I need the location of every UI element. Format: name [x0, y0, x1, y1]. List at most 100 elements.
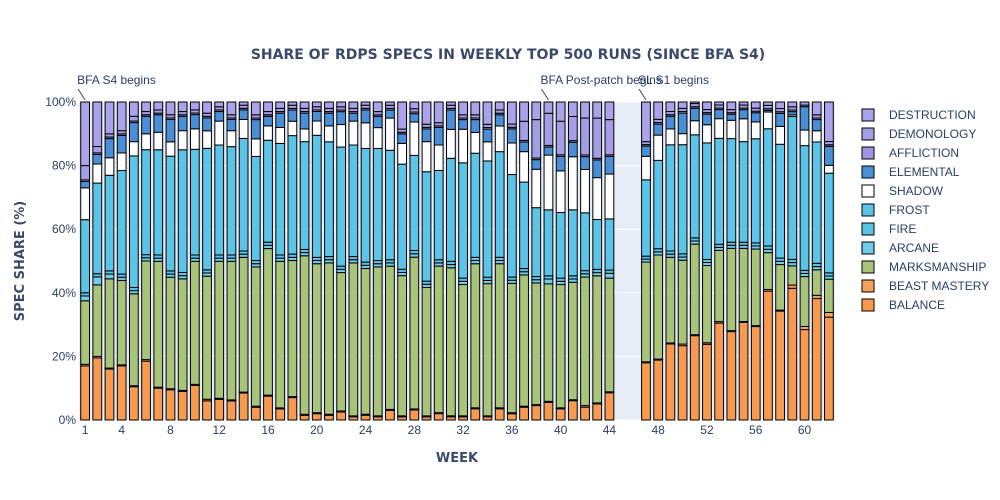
- bar-segment-marksmanship[interactable]: [410, 257, 419, 409]
- bar-segment-marksmanship[interactable]: [154, 261, 163, 387]
- bar-segment-arcane[interactable]: [93, 277, 102, 285]
- bar-segment-shadow[interactable]: [507, 143, 516, 175]
- bar-segment-destruction[interactable]: [227, 102, 236, 115]
- bar-segment-destruction[interactable]: [422, 102, 431, 124]
- bar-segment-destruction[interactable]: [764, 102, 773, 105]
- bar-segment-destruction[interactable]: [178, 102, 187, 112]
- bar-segment-marksmanship[interactable]: [642, 262, 651, 362]
- bar-segment-shadow[interactable]: [300, 129, 309, 142]
- bar-segment-destruction[interactable]: [459, 102, 468, 115]
- bar-segment-balance[interactable]: [593, 404, 602, 420]
- bar-segment-shadow[interactable]: [727, 120, 736, 138]
- bar-segment-shadow[interactable]: [483, 142, 492, 161]
- bar-segment-balance[interactable]: [325, 415, 334, 420]
- bar-segment-shadow[interactable]: [434, 145, 443, 170]
- bar-segment-shadow[interactable]: [812, 131, 821, 142]
- bar-segment-elemental[interactable]: [251, 120, 260, 139]
- bar-segment-frost[interactable]: [812, 142, 821, 263]
- bar-segment-shadow[interactable]: [556, 171, 565, 213]
- bar-segment-frost[interactable]: [422, 172, 431, 281]
- bar-segment-balance[interactable]: [93, 358, 102, 420]
- bar-segment-balance[interactable]: [544, 402, 553, 420]
- bar-segment-marksmanship[interactable]: [447, 268, 456, 416]
- bar-segment-frost[interactable]: [739, 142, 748, 243]
- bar-segment-destruction[interactable]: [142, 102, 151, 112]
- bar-segment-shadow[interactable]: [251, 139, 260, 157]
- bar-segment-marksmanship[interactable]: [105, 279, 114, 368]
- bar-segment-balance[interactable]: [581, 407, 590, 420]
- bar-segment-frost[interactable]: [227, 147, 236, 255]
- bar-segment-marksmanship[interactable]: [581, 277, 590, 405]
- bar-segment-destruction[interactable]: [312, 102, 321, 107]
- bar-segment-frost[interactable]: [520, 182, 529, 268]
- bar-segment-marksmanship[interactable]: [117, 280, 126, 364]
- bar-segment-balance[interactable]: [800, 330, 809, 420]
- bar-segment-frost[interactable]: [117, 171, 126, 275]
- bar-segment-elemental[interactable]: [605, 156, 614, 174]
- bar-segment-balance[interactable]: [556, 409, 565, 420]
- bar-segment-shadow[interactable]: [227, 131, 236, 147]
- bar-segment-demonology[interactable]: [544, 113, 553, 145]
- bar-segment-elemental[interactable]: [422, 129, 431, 142]
- bar-segment-frost[interactable]: [93, 183, 102, 274]
- bar-segment-frost[interactable]: [605, 219, 614, 270]
- bar-segment-demonology[interactable]: [605, 120, 614, 155]
- bar-segment-frost[interactable]: [300, 142, 309, 250]
- bar-segment-demonology[interactable]: [593, 118, 602, 158]
- bar-segment-demonology[interactable]: [568, 116, 577, 140]
- bar-segment-destruction[interactable]: [642, 102, 651, 142]
- bar-segment-balance[interactable]: [654, 360, 663, 420]
- bar-segment-elemental[interactable]: [715, 110, 724, 119]
- bar-segment-balance[interactable]: [300, 415, 309, 420]
- bar-segment-elemental[interactable]: [483, 129, 492, 142]
- bar-segment-shadow[interactable]: [739, 119, 748, 142]
- bar-segment-marksmanship[interactable]: [483, 284, 492, 416]
- bar-segment-frost[interactable]: [81, 220, 90, 293]
- bar-segment-frost[interactable]: [215, 145, 224, 255]
- bar-segment-balance[interactable]: [178, 391, 187, 420]
- legend[interactable]: DESTRUCTION DEMONOLOGY AFFLICTION ELEMENTAL…: [862, 108, 989, 312]
- bar-segment-destruction[interactable]: [727, 102, 736, 110]
- bar-segment-arcane[interactable]: [764, 249, 773, 252]
- bar-segment-shadow[interactable]: [422, 142, 431, 172]
- bar-segment-elemental[interactable]: [300, 113, 309, 129]
- bar-segment-elemental[interactable]: [386, 110, 395, 118]
- bar-segment-marksmanship[interactable]: [605, 278, 614, 392]
- bar-segment-balance[interactable]: [105, 369, 114, 420]
- bar-segment-marksmanship[interactable]: [398, 276, 407, 416]
- bar-segment-shadow[interactable]: [203, 131, 212, 149]
- bar-segment-marksmanship[interactable]: [800, 277, 809, 327]
- bar-segment-balance[interactable]: [690, 336, 699, 420]
- bar-segment-balance[interactable]: [751, 327, 760, 420]
- bar-segment-elemental[interactable]: [239, 110, 248, 120]
- bar-segment-shadow[interactable]: [288, 121, 297, 135]
- bar-segment-marksmanship[interactable]: [251, 267, 260, 406]
- bar-segment-frost[interactable]: [690, 135, 699, 238]
- bar-segment-demonology[interactable]: [581, 118, 590, 155]
- bar-segment-elemental[interactable]: [178, 116, 187, 130]
- legend-item-destruction[interactable]: DESTRUCTION: [862, 108, 976, 122]
- bar-segment-shadow[interactable]: [361, 123, 370, 149]
- bar-segment-shadow[interactable]: [715, 119, 724, 139]
- bar-segment-marksmanship[interactable]: [703, 266, 712, 343]
- bar-segment-elemental[interactable]: [93, 154, 102, 164]
- bar-segment-marksmanship[interactable]: [593, 276, 602, 403]
- bar-segment-balance[interactable]: [678, 346, 687, 420]
- bar-segment-elemental[interactable]: [471, 120, 480, 133]
- bar-segment-shadow[interactable]: [605, 174, 614, 219]
- bar-segment-elemental[interactable]: [556, 156, 565, 170]
- bar-segment-destruction[interactable]: [117, 102, 126, 131]
- bar-segment-destruction[interactable]: [593, 102, 602, 118]
- legend-item-affliction[interactable]: AFFLICTION: [862, 146, 959, 160]
- bar-segment-elemental[interactable]: [703, 114, 712, 125]
- bar-segment-destruction[interactable]: [654, 102, 663, 119]
- bar-segment-frost[interactable]: [703, 143, 712, 260]
- bar-segment-shadow[interactable]: [678, 134, 687, 145]
- legend-item-fire[interactable]: FIRE: [862, 222, 916, 236]
- bar-segment-frost[interactable]: [581, 213, 590, 271]
- bar-segment-elemental[interactable]: [459, 120, 468, 130]
- bar-segment-marksmanship[interactable]: [93, 285, 102, 357]
- bar-segment-balance[interactable]: [727, 332, 736, 420]
- bar-segment-destruction[interactable]: [154, 102, 163, 110]
- bar-segment-destruction[interactable]: [495, 102, 504, 110]
